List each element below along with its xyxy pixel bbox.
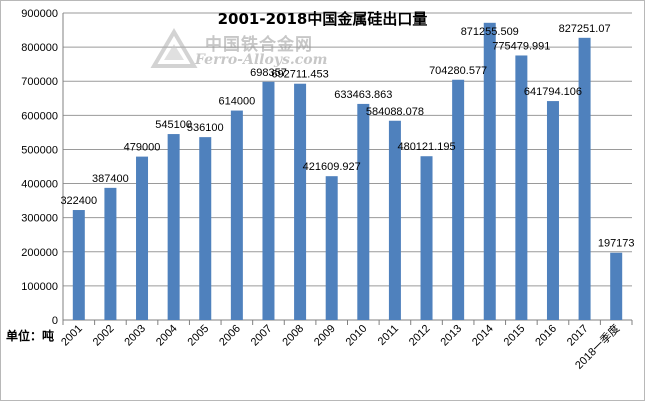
data-label-7: 692711.453	[271, 69, 328, 81]
data-label-10: 584088.078	[366, 106, 424, 118]
x-tick-label-6: 2007	[249, 323, 275, 349]
watermark-cn: 中国铁合金网	[205, 35, 313, 55]
x-tick-label-0: 2001	[59, 323, 85, 349]
data-label-9: 633463.863	[334, 89, 392, 101]
bar-2005	[199, 137, 212, 320]
watermark-en: Ferro-Alloys.com	[195, 52, 328, 68]
x-tick-label-12: 2013	[438, 323, 464, 349]
data-label-2: 479000	[124, 142, 161, 154]
data-label-1: 387400	[92, 173, 129, 185]
x-tick-label-9: 2010	[344, 323, 370, 349]
x-tick-label-10: 2011	[376, 323, 401, 348]
data-label-4: 536100	[187, 122, 224, 134]
y-tick-label-4: 400000	[21, 179, 58, 191]
data-label-16: 827251.07	[559, 23, 611, 35]
x-tick-label-5: 2006	[217, 323, 243, 349]
y-tick-label-2: 200000	[21, 247, 58, 259]
x-tick-label-13: 2014	[470, 323, 496, 349]
y-tick-label-8: 800000	[21, 42, 58, 54]
gridlines	[63, 12, 632, 287]
bar-2007	[262, 81, 275, 320]
bars	[72, 22, 623, 321]
bar-2010	[357, 103, 370, 321]
bar-2017	[578, 37, 591, 321]
data-label-15: 641794.106	[524, 86, 582, 98]
y-tick-label-3: 300000	[21, 213, 58, 225]
x-tick-label-14: 2015	[502, 323, 528, 349]
y-tick-label-7: 700000	[21, 76, 58, 88]
y-tick-label-6: 600000	[21, 110, 58, 122]
watermark-logo-icon	[150, 28, 198, 68]
bar-2003	[136, 156, 149, 320]
data-label-11: 480121.195	[397, 141, 455, 153]
chart-title: 2001-2018中国金属硅出口量	[217, 10, 428, 28]
bar-2014	[483, 22, 496, 321]
y-tick-labels: 0 100000 200000 300000 400000 500000 600000 700…	[21, 8, 58, 327]
bar-2018一季度	[610, 252, 623, 320]
x-tick-label-11: 2012	[407, 323, 433, 349]
data-label-0: 322400	[60, 195, 97, 207]
x-tick-label-16: 2017	[565, 323, 591, 349]
bar-2009	[325, 176, 338, 320]
watermark: 中国铁合金网 Ferro-Alloys.com	[150, 26, 390, 76]
x-tick-label-8: 2009	[312, 323, 338, 349]
data-label-17: 197173	[598, 238, 635, 250]
bar-2004	[167, 134, 180, 320]
bar-2011	[388, 120, 401, 320]
axes	[62, 13, 633, 325]
x-tick-label-1: 2002	[91, 323, 117, 349]
x-tick-label-4: 2005	[186, 323, 212, 349]
data-label-3: 545100	[155, 119, 192, 131]
bar-2002	[104, 187, 117, 320]
x-tick-label-7: 2008	[280, 323, 306, 349]
bar-2008	[294, 83, 307, 320]
data-label-5: 614000	[219, 96, 256, 108]
y-tick-label-5: 500000	[21, 144, 58, 156]
data-label-6: 698357	[250, 67, 287, 79]
y-tick-label-1: 100000	[21, 281, 58, 293]
data-label-8: 421609.927	[303, 161, 361, 173]
x-tick-labels: 2001 2002 2003 2004 2005 2006 2007 2008 2009 2010…	[59, 321, 622, 372]
x-tick-label-3: 2004	[154, 323, 180, 349]
x-tick-label-15: 2016	[533, 323, 559, 349]
bar-2012	[420, 156, 433, 320]
y-tick-label-9: 900000	[21, 8, 58, 20]
data-label-13: 871255.509	[461, 26, 519, 38]
bar-2016	[546, 101, 559, 320]
x-tick-label-2: 2003	[122, 323, 148, 349]
bar-2001	[72, 210, 85, 320]
bar-2013	[452, 79, 465, 320]
bar-2006	[230, 110, 243, 321]
data-label-12: 704280.577	[429, 65, 487, 77]
data-label-14: 775479.991	[492, 40, 550, 52]
y-tick-label-0: 0	[52, 315, 58, 327]
unit-label: 单位：吨	[6, 329, 55, 343]
bar-2015	[515, 55, 528, 320]
